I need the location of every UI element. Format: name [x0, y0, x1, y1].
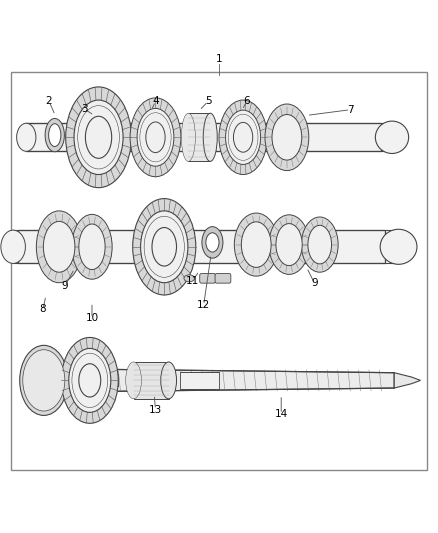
Ellipse shape: [66, 87, 131, 188]
Text: 7: 7: [347, 104, 354, 115]
Polygon shape: [188, 113, 210, 161]
Ellipse shape: [219, 100, 267, 174]
Text: 4: 4: [152, 96, 159, 107]
Ellipse shape: [69, 349, 111, 413]
Ellipse shape: [61, 337, 118, 423]
Ellipse shape: [184, 275, 194, 282]
Text: 2: 2: [46, 96, 53, 107]
Ellipse shape: [78, 106, 120, 169]
Text: 9: 9: [61, 281, 68, 291]
Ellipse shape: [35, 374, 53, 386]
Text: 11: 11: [186, 276, 199, 286]
Ellipse shape: [144, 216, 184, 277]
Ellipse shape: [36, 211, 82, 282]
Ellipse shape: [269, 215, 309, 274]
Ellipse shape: [20, 345, 68, 415]
Ellipse shape: [43, 221, 75, 272]
Ellipse shape: [85, 116, 112, 158]
Ellipse shape: [206, 233, 219, 252]
Ellipse shape: [79, 224, 105, 270]
Ellipse shape: [17, 123, 36, 151]
Ellipse shape: [152, 228, 177, 266]
Ellipse shape: [203, 113, 217, 161]
Ellipse shape: [140, 112, 171, 162]
Text: 3: 3: [81, 104, 88, 114]
Ellipse shape: [130, 98, 181, 177]
Polygon shape: [18, 230, 385, 263]
Ellipse shape: [74, 100, 123, 174]
Ellipse shape: [228, 114, 258, 160]
FancyBboxPatch shape: [215, 273, 231, 283]
Ellipse shape: [181, 113, 195, 161]
Ellipse shape: [265, 104, 309, 171]
Ellipse shape: [301, 217, 338, 272]
Text: 12: 12: [197, 300, 210, 310]
Ellipse shape: [308, 225, 332, 264]
Polygon shape: [134, 362, 169, 399]
Ellipse shape: [141, 211, 188, 282]
Ellipse shape: [72, 214, 112, 279]
Text: 1: 1: [215, 54, 223, 64]
Polygon shape: [394, 373, 420, 388]
Text: 10: 10: [85, 313, 99, 323]
FancyBboxPatch shape: [200, 273, 215, 283]
Polygon shape: [114, 369, 394, 391]
Ellipse shape: [375, 121, 409, 154]
Ellipse shape: [233, 123, 253, 152]
Ellipse shape: [276, 223, 302, 265]
Ellipse shape: [45, 118, 64, 152]
Polygon shape: [180, 372, 219, 389]
Text: 13: 13: [149, 405, 162, 415]
Ellipse shape: [126, 362, 141, 399]
Ellipse shape: [27, 355, 60, 406]
Polygon shape: [26, 123, 381, 151]
Ellipse shape: [23, 350, 65, 411]
Ellipse shape: [1, 230, 25, 263]
Text: 8: 8: [39, 304, 46, 314]
Ellipse shape: [133, 199, 196, 295]
Ellipse shape: [146, 122, 165, 152]
Text: 6: 6: [243, 96, 250, 107]
Ellipse shape: [49, 124, 61, 147]
Text: 14: 14: [275, 409, 288, 419]
Ellipse shape: [226, 110, 261, 165]
Text: 5: 5: [205, 96, 212, 107]
Text: 9: 9: [311, 278, 318, 288]
Ellipse shape: [241, 222, 271, 268]
Ellipse shape: [202, 227, 223, 258]
Polygon shape: [44, 374, 118, 386]
Ellipse shape: [234, 213, 278, 276]
Ellipse shape: [380, 229, 417, 264]
Ellipse shape: [161, 362, 177, 399]
Ellipse shape: [72, 353, 108, 408]
Ellipse shape: [79, 364, 101, 397]
Ellipse shape: [272, 115, 302, 160]
Ellipse shape: [137, 108, 174, 166]
